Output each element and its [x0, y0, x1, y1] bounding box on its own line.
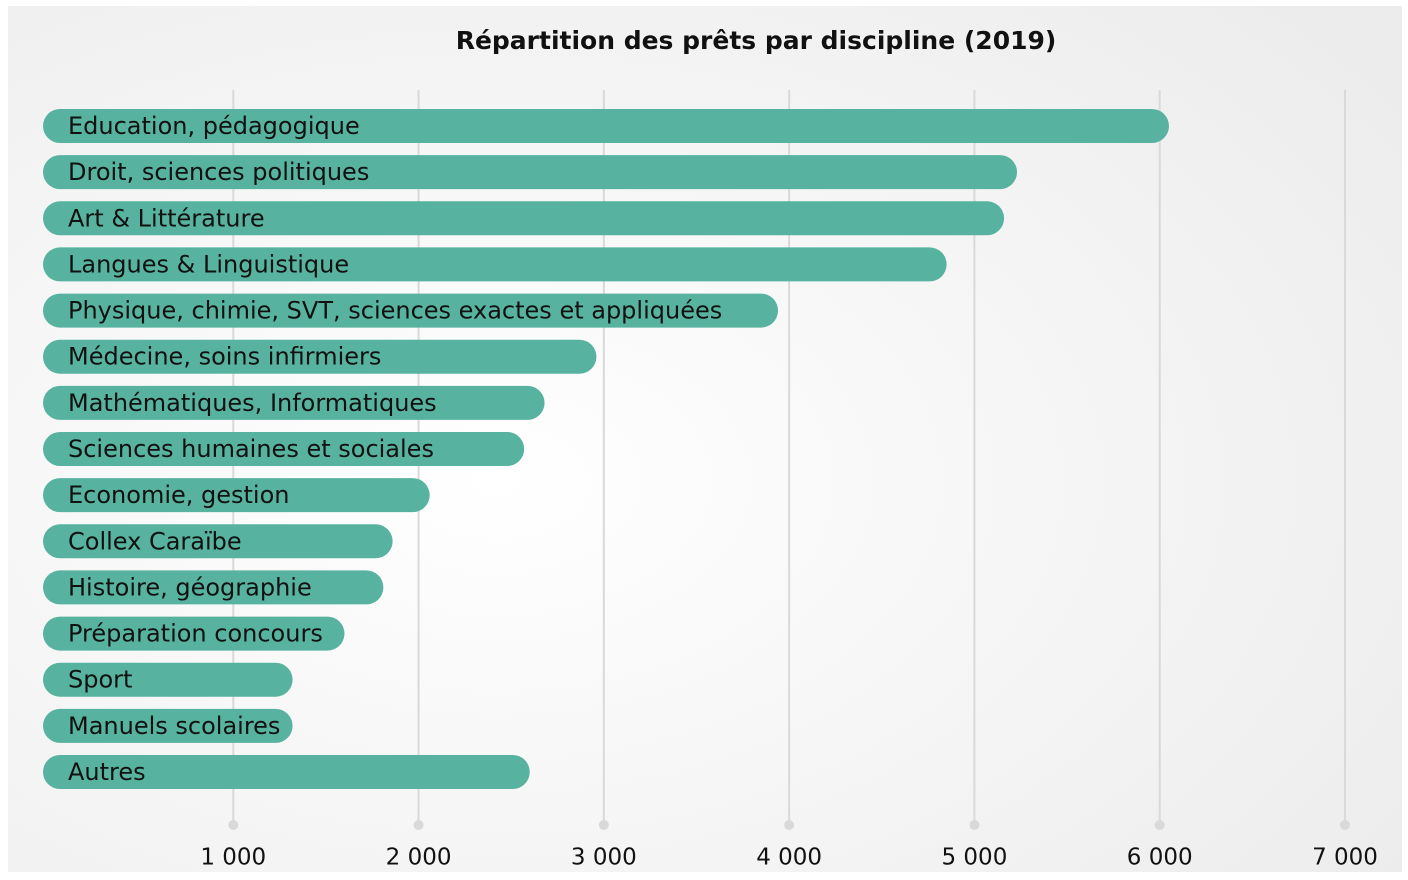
bar-label: Langues & Linguistique	[68, 250, 349, 278]
bar	[43, 478, 430, 513]
x-tick-label: 3 000	[571, 845, 637, 871]
bar-label: Préparation concours	[68, 620, 323, 648]
bar-label: Physique, chimie, SVT, sciences exactes …	[68, 297, 722, 325]
bar-label: Education, pédagogique	[68, 112, 360, 140]
bar	[43, 109, 1169, 143]
x-tick-label: 4 000	[756, 845, 822, 871]
bar	[43, 293, 779, 328]
tick-dot	[413, 820, 424, 830]
bar-label: Médecine, soins infirmiers	[68, 343, 381, 371]
bar	[43, 616, 345, 651]
bar-label: Sport	[68, 666, 132, 694]
bar	[43, 432, 525, 466]
bar	[43, 662, 293, 697]
bar-label: Autres	[68, 758, 146, 786]
chart-title: Répartition des prêts par discipline (20…	[456, 26, 1057, 55]
bar	[43, 385, 545, 420]
bar-label: Histoire, géographie	[68, 573, 312, 601]
tick-dot	[228, 820, 239, 830]
x-tick-label: 1 000	[200, 845, 266, 871]
bar-label: Manuels scolaires	[68, 712, 280, 740]
x-tick-label: 2 000	[386, 845, 452, 871]
x-tick-label: 6 000	[1127, 845, 1193, 871]
bar	[43, 524, 393, 559]
tick-dot	[1340, 820, 1350, 830]
bar	[43, 755, 530, 789]
bar-label: Mathématiques, Informatiques	[68, 389, 437, 417]
bar	[43, 155, 1018, 190]
bar-label: Droit, sciences politiques	[68, 158, 369, 186]
x-tick-label: 5 000	[941, 845, 1007, 871]
bar	[43, 708, 293, 743]
bar	[43, 570, 384, 605]
bar	[43, 201, 1005, 236]
tick-dot	[1154, 820, 1165, 830]
bar-label: Art & Littérature	[68, 204, 265, 232]
bar-label: Collex Caraïbe	[68, 527, 242, 555]
bar	[43, 247, 947, 282]
tick-dot	[784, 820, 795, 830]
bar-label: Economie, gestion	[68, 481, 289, 509]
x-tick-label: 7 000	[1312, 845, 1378, 871]
tick-dot	[969, 820, 980, 830]
bar	[43, 339, 597, 374]
tick-dot	[598, 820, 609, 830]
bar-label: Sciences humaines et sociales	[68, 435, 434, 463]
